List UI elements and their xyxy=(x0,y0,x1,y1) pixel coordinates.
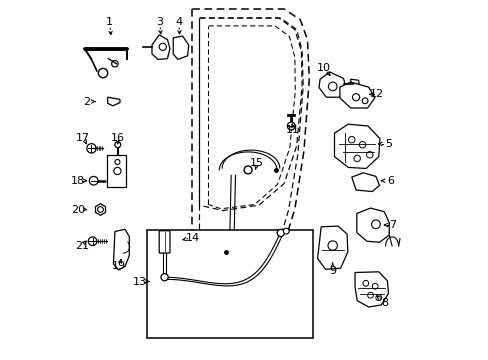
Circle shape xyxy=(375,295,381,301)
Text: 2: 2 xyxy=(83,96,90,107)
Bar xyxy=(106,155,126,187)
Text: 10: 10 xyxy=(316,63,330,73)
Text: 3: 3 xyxy=(156,17,163,27)
Text: 16: 16 xyxy=(111,132,124,143)
Text: 1: 1 xyxy=(106,17,113,27)
Polygon shape xyxy=(356,208,388,242)
Circle shape xyxy=(348,136,354,143)
Polygon shape xyxy=(318,72,346,97)
Text: 12: 12 xyxy=(369,89,383,99)
Circle shape xyxy=(287,122,295,130)
FancyBboxPatch shape xyxy=(159,231,170,253)
Circle shape xyxy=(283,228,288,234)
Circle shape xyxy=(359,141,365,148)
Text: 6: 6 xyxy=(386,176,393,186)
Circle shape xyxy=(98,68,107,78)
Polygon shape xyxy=(95,204,105,215)
Circle shape xyxy=(367,292,373,298)
Circle shape xyxy=(327,241,337,250)
Text: 4: 4 xyxy=(175,17,182,27)
Polygon shape xyxy=(317,226,347,269)
Circle shape xyxy=(115,159,120,165)
Polygon shape xyxy=(334,124,379,168)
Circle shape xyxy=(328,82,336,91)
Text: 20: 20 xyxy=(71,204,85,215)
Text: 19: 19 xyxy=(112,261,126,271)
Circle shape xyxy=(161,274,168,281)
Circle shape xyxy=(366,152,372,158)
Circle shape xyxy=(115,142,121,148)
Circle shape xyxy=(277,229,284,237)
Bar xyxy=(147,230,312,338)
Polygon shape xyxy=(354,272,387,307)
Circle shape xyxy=(371,220,380,229)
Text: 17: 17 xyxy=(76,132,90,143)
Polygon shape xyxy=(351,173,379,192)
Circle shape xyxy=(353,155,360,162)
Circle shape xyxy=(98,207,103,212)
Text: 7: 7 xyxy=(388,220,396,230)
Circle shape xyxy=(352,94,359,101)
Polygon shape xyxy=(152,35,170,59)
Text: 8: 8 xyxy=(381,298,387,308)
Polygon shape xyxy=(173,36,188,59)
Circle shape xyxy=(371,283,377,289)
Circle shape xyxy=(244,166,251,174)
Circle shape xyxy=(111,60,118,67)
Text: 9: 9 xyxy=(328,266,336,276)
Text: 5: 5 xyxy=(384,139,391,149)
Polygon shape xyxy=(107,97,120,106)
Circle shape xyxy=(114,167,121,175)
Text: 14: 14 xyxy=(186,233,200,243)
Text: 15: 15 xyxy=(249,158,264,168)
Text: 18: 18 xyxy=(71,176,85,186)
Text: 13: 13 xyxy=(133,276,147,287)
Text: 11: 11 xyxy=(285,125,300,135)
Circle shape xyxy=(159,43,166,50)
Circle shape xyxy=(362,98,367,104)
Polygon shape xyxy=(350,79,359,91)
Polygon shape xyxy=(339,82,374,108)
Circle shape xyxy=(87,144,96,153)
Polygon shape xyxy=(113,229,129,270)
Text: 21: 21 xyxy=(75,240,89,251)
Circle shape xyxy=(88,237,97,246)
Circle shape xyxy=(89,176,98,185)
Circle shape xyxy=(362,280,368,286)
